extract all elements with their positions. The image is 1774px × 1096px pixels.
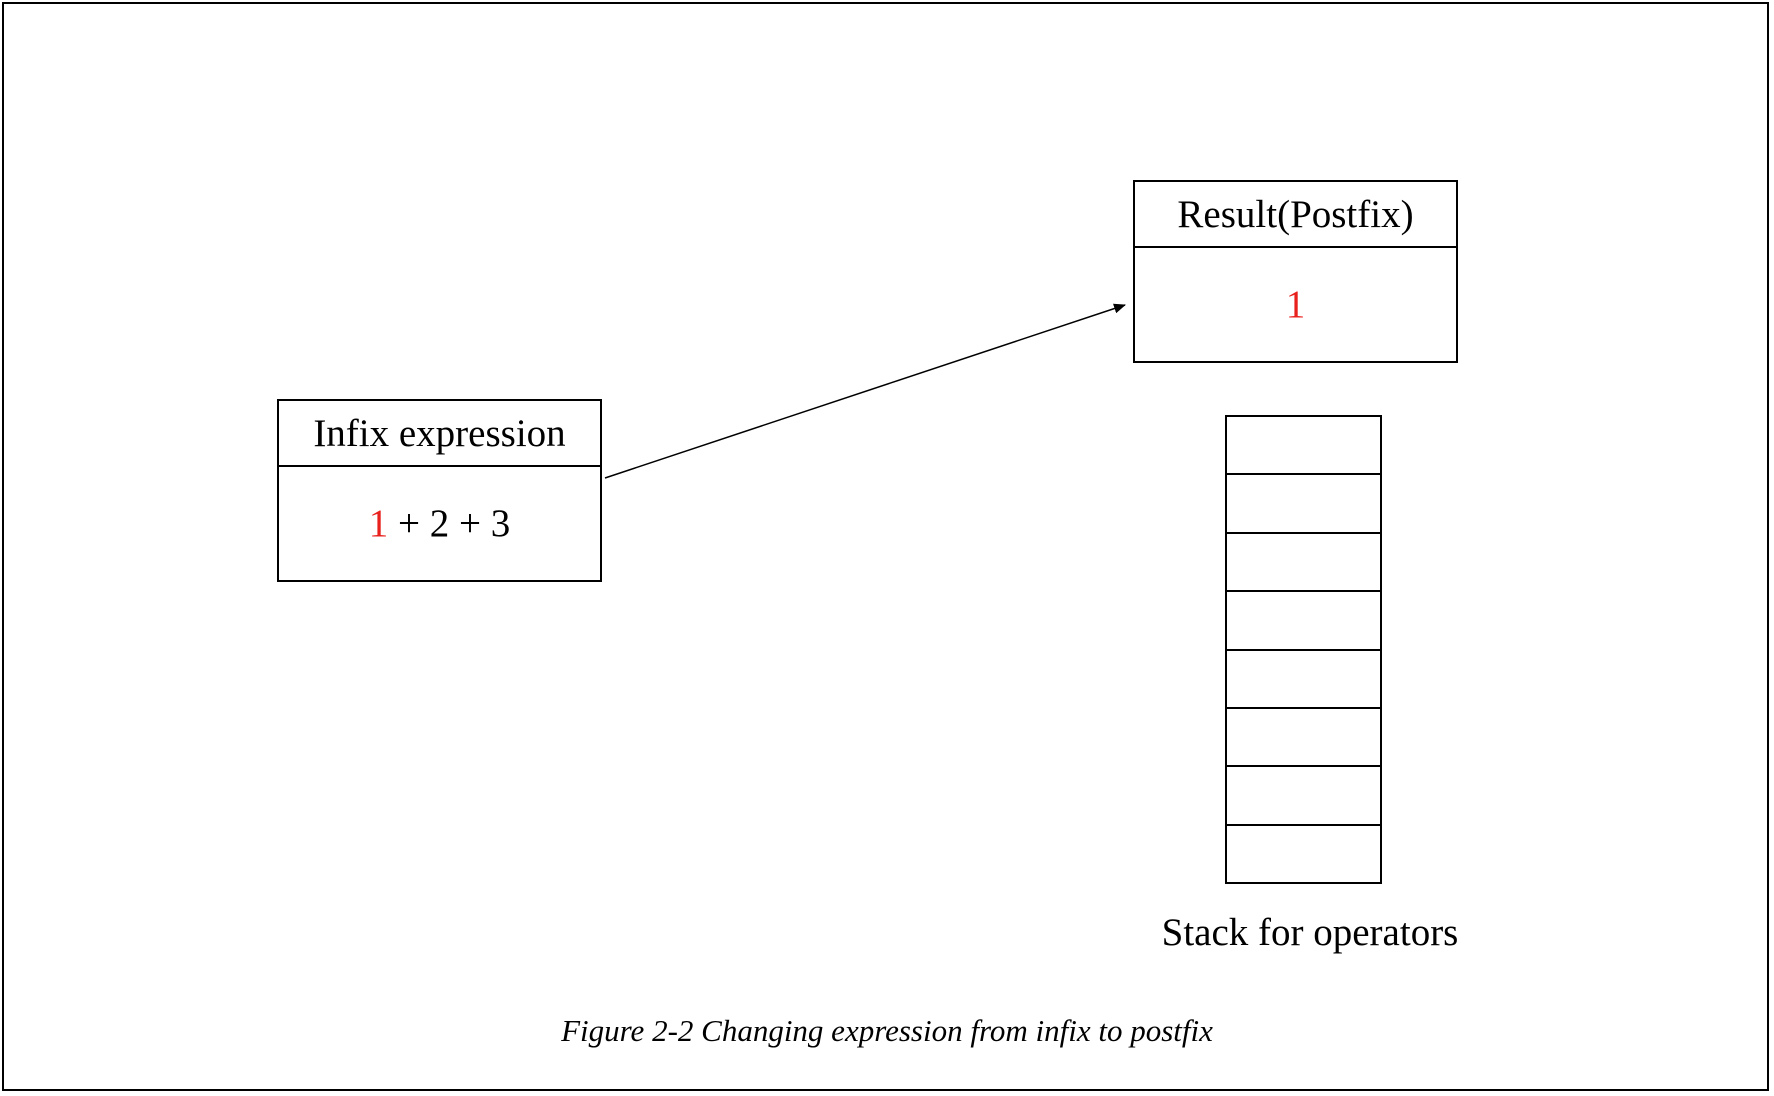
operator-stack: [1225, 415, 1382, 884]
stack-cell: [1227, 651, 1380, 709]
infix-expression-title: Infix expression: [279, 401, 600, 467]
figure-caption: Figure 2-2 Changing expression from infi…: [561, 1013, 1213, 1048]
stack-cell: [1227, 592, 1380, 651]
result-postfix-value: 1: [1285, 283, 1306, 326]
stack-cell: [1227, 417, 1380, 476]
infix-remaining-tokens: + 2 + 3: [388, 502, 511, 545]
result-postfix-title: Result(Postfix): [1135, 182, 1456, 248]
result-postfix-box: Result(Postfix) 1: [1133, 180, 1458, 363]
stack-cell: [1227, 709, 1380, 768]
stack-cell: [1227, 534, 1380, 593]
stack-cell: [1227, 826, 1380, 882]
stack-label: Stack for operators: [1161, 911, 1459, 954]
infix-current-token: 1: [368, 502, 389, 545]
infix-expression-value: 1 + 2 + 3: [279, 467, 600, 580]
stack-cell: [1227, 767, 1380, 826]
result-postfix-value-area: 1: [1135, 248, 1456, 361]
infix-expression-box: Infix expression 1 + 2 + 3: [277, 399, 602, 582]
stack-cell: [1227, 475, 1380, 534]
